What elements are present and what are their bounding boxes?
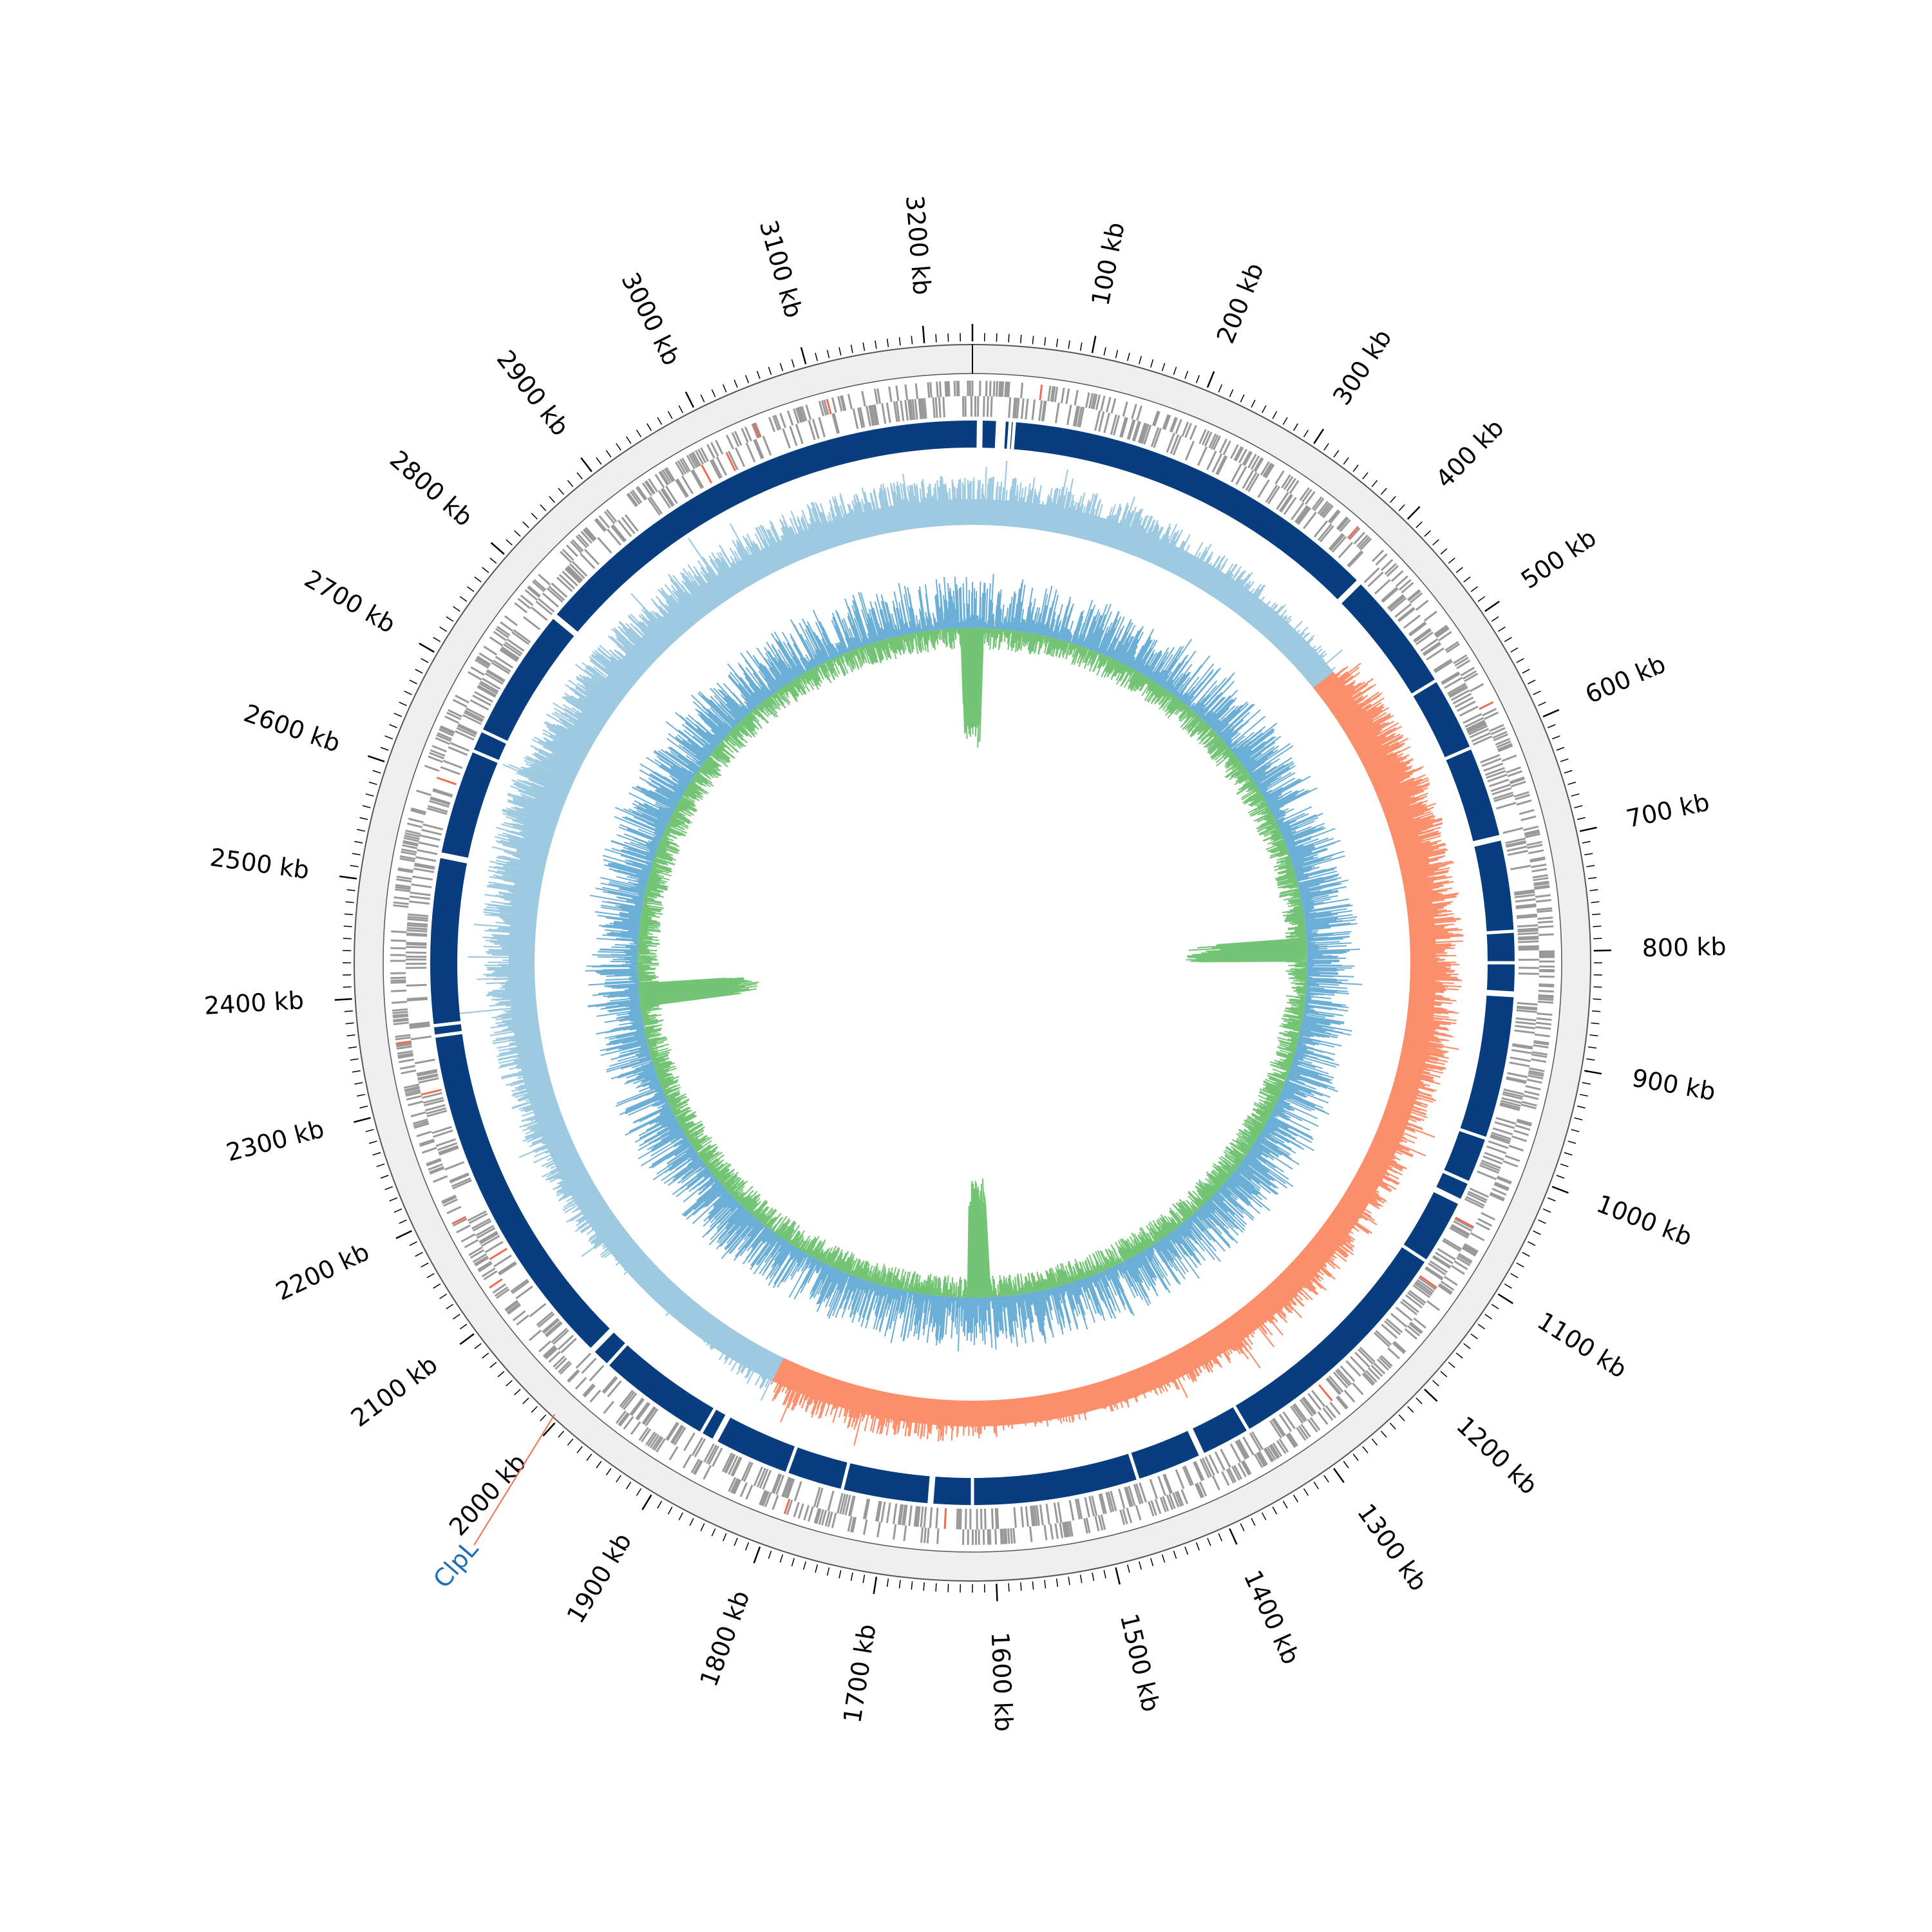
contig-gap bbox=[1010, 421, 1016, 451]
tick-label: 2800 kb bbox=[384, 445, 478, 532]
skew-positive-base-a bbox=[972, 499, 1334, 688]
contig-gap bbox=[784, 1445, 799, 1474]
tick-label: 500 kb bbox=[1516, 524, 1602, 594]
contig-gap bbox=[605, 1342, 629, 1367]
contig-gap bbox=[1187, 1427, 1205, 1457]
content-ring bbox=[585, 573, 1363, 1352]
tick-label: 2900 kb bbox=[491, 345, 575, 441]
tick-label: 1000 kb bbox=[1593, 1189, 1696, 1252]
contig-gap bbox=[927, 1475, 936, 1505]
contig-gap bbox=[1401, 1244, 1428, 1263]
tick-label: 200 kb bbox=[1211, 259, 1269, 348]
tick-label: 1800 kb bbox=[694, 1587, 755, 1690]
axis-ticks bbox=[334, 324, 1611, 1602]
skew-ring bbox=[460, 460, 1464, 1446]
contig-gap bbox=[480, 728, 509, 744]
tick-label: 2600 kb bbox=[240, 699, 344, 758]
tick-label: 2400 kb bbox=[204, 986, 305, 1020]
tick-label: 1700 kb bbox=[838, 1622, 881, 1725]
minor-ticks bbox=[343, 333, 1602, 1593]
tick-label: 3100 kb bbox=[754, 217, 808, 321]
contig-gap bbox=[432, 1021, 462, 1028]
contig-gap bbox=[589, 1327, 615, 1353]
major-ticks bbox=[334, 324, 1611, 1602]
contig-gap bbox=[1443, 746, 1472, 761]
contig-gap bbox=[699, 1406, 717, 1435]
genes-reverse-strand bbox=[405, 395, 1540, 1530]
contig-gap bbox=[1458, 1127, 1488, 1141]
contig-ring bbox=[430, 419, 1516, 1506]
tick-label: 3200 kb bbox=[900, 194, 936, 296]
outer-band bbox=[354, 345, 1591, 1581]
tick-label: 300 kb bbox=[1327, 324, 1397, 410]
tick-label: 2500 kb bbox=[208, 843, 310, 885]
tick-label: 100 kb bbox=[1086, 220, 1130, 308]
tick-label: 1200 kb bbox=[1451, 1411, 1543, 1500]
background-rings bbox=[354, 344, 1591, 1582]
contig-gap bbox=[840, 1461, 851, 1491]
inner-border bbox=[383, 373, 1562, 1553]
tick-label: 900 kb bbox=[1630, 1063, 1718, 1106]
contig-gap bbox=[1410, 678, 1438, 697]
contig-gap bbox=[552, 613, 579, 638]
tick-label: 2100 kb bbox=[346, 1350, 443, 1432]
tick-label: 1500 kb bbox=[1115, 1611, 1166, 1714]
tick-label: 800 kb bbox=[1642, 933, 1727, 963]
tick-label: 1900 kb bbox=[562, 1528, 638, 1628]
contig-gap bbox=[1472, 834, 1502, 848]
contig-gap bbox=[433, 1030, 464, 1038]
contig-gap bbox=[1432, 1186, 1462, 1205]
contig-gap bbox=[1007, 420, 1012, 451]
genes-forward-strand bbox=[390, 380, 1555, 1546]
content-inward bbox=[637, 627, 1308, 1298]
tick-label: 600 kb bbox=[1581, 650, 1669, 709]
tick-label: 2200 kb bbox=[271, 1237, 374, 1306]
tick-label: 3000 kb bbox=[616, 268, 686, 370]
tick-label: 2000 kb bbox=[444, 1448, 532, 1541]
tick-label: 1100 kb bbox=[1532, 1307, 1632, 1384]
tick-label: 1400 kb bbox=[1238, 1566, 1305, 1669]
contig-gap bbox=[1485, 989, 1515, 998]
highlighted-genes bbox=[395, 384, 1494, 1530]
contig-gap bbox=[994, 419, 999, 450]
contig-gap bbox=[471, 748, 500, 764]
contig-gap bbox=[439, 852, 469, 864]
contig-gap bbox=[1232, 1404, 1251, 1432]
tick-label: 400 kb bbox=[1430, 413, 1510, 493]
content-outward bbox=[585, 573, 1363, 1352]
contig-gap bbox=[1441, 1169, 1470, 1185]
contig-gap bbox=[1128, 1452, 1141, 1481]
feature-ring bbox=[390, 380, 1555, 1546]
tick-label: 2700 kb bbox=[299, 564, 400, 639]
contig-gap bbox=[1485, 929, 1515, 935]
skew-negative-base bbox=[772, 671, 1437, 1427]
tick-label: 1300 kb bbox=[1352, 1499, 1433, 1596]
tick-label: 1600 kb bbox=[986, 1631, 1018, 1732]
contig-gap bbox=[998, 420, 1006, 450]
annotation-leader bbox=[473, 1414, 556, 1546]
tick-label: 700 kb bbox=[1624, 788, 1712, 833]
contig-gap bbox=[1336, 579, 1362, 605]
contig-gap bbox=[712, 1414, 732, 1443]
tick-label: 2300 kb bbox=[223, 1115, 327, 1167]
